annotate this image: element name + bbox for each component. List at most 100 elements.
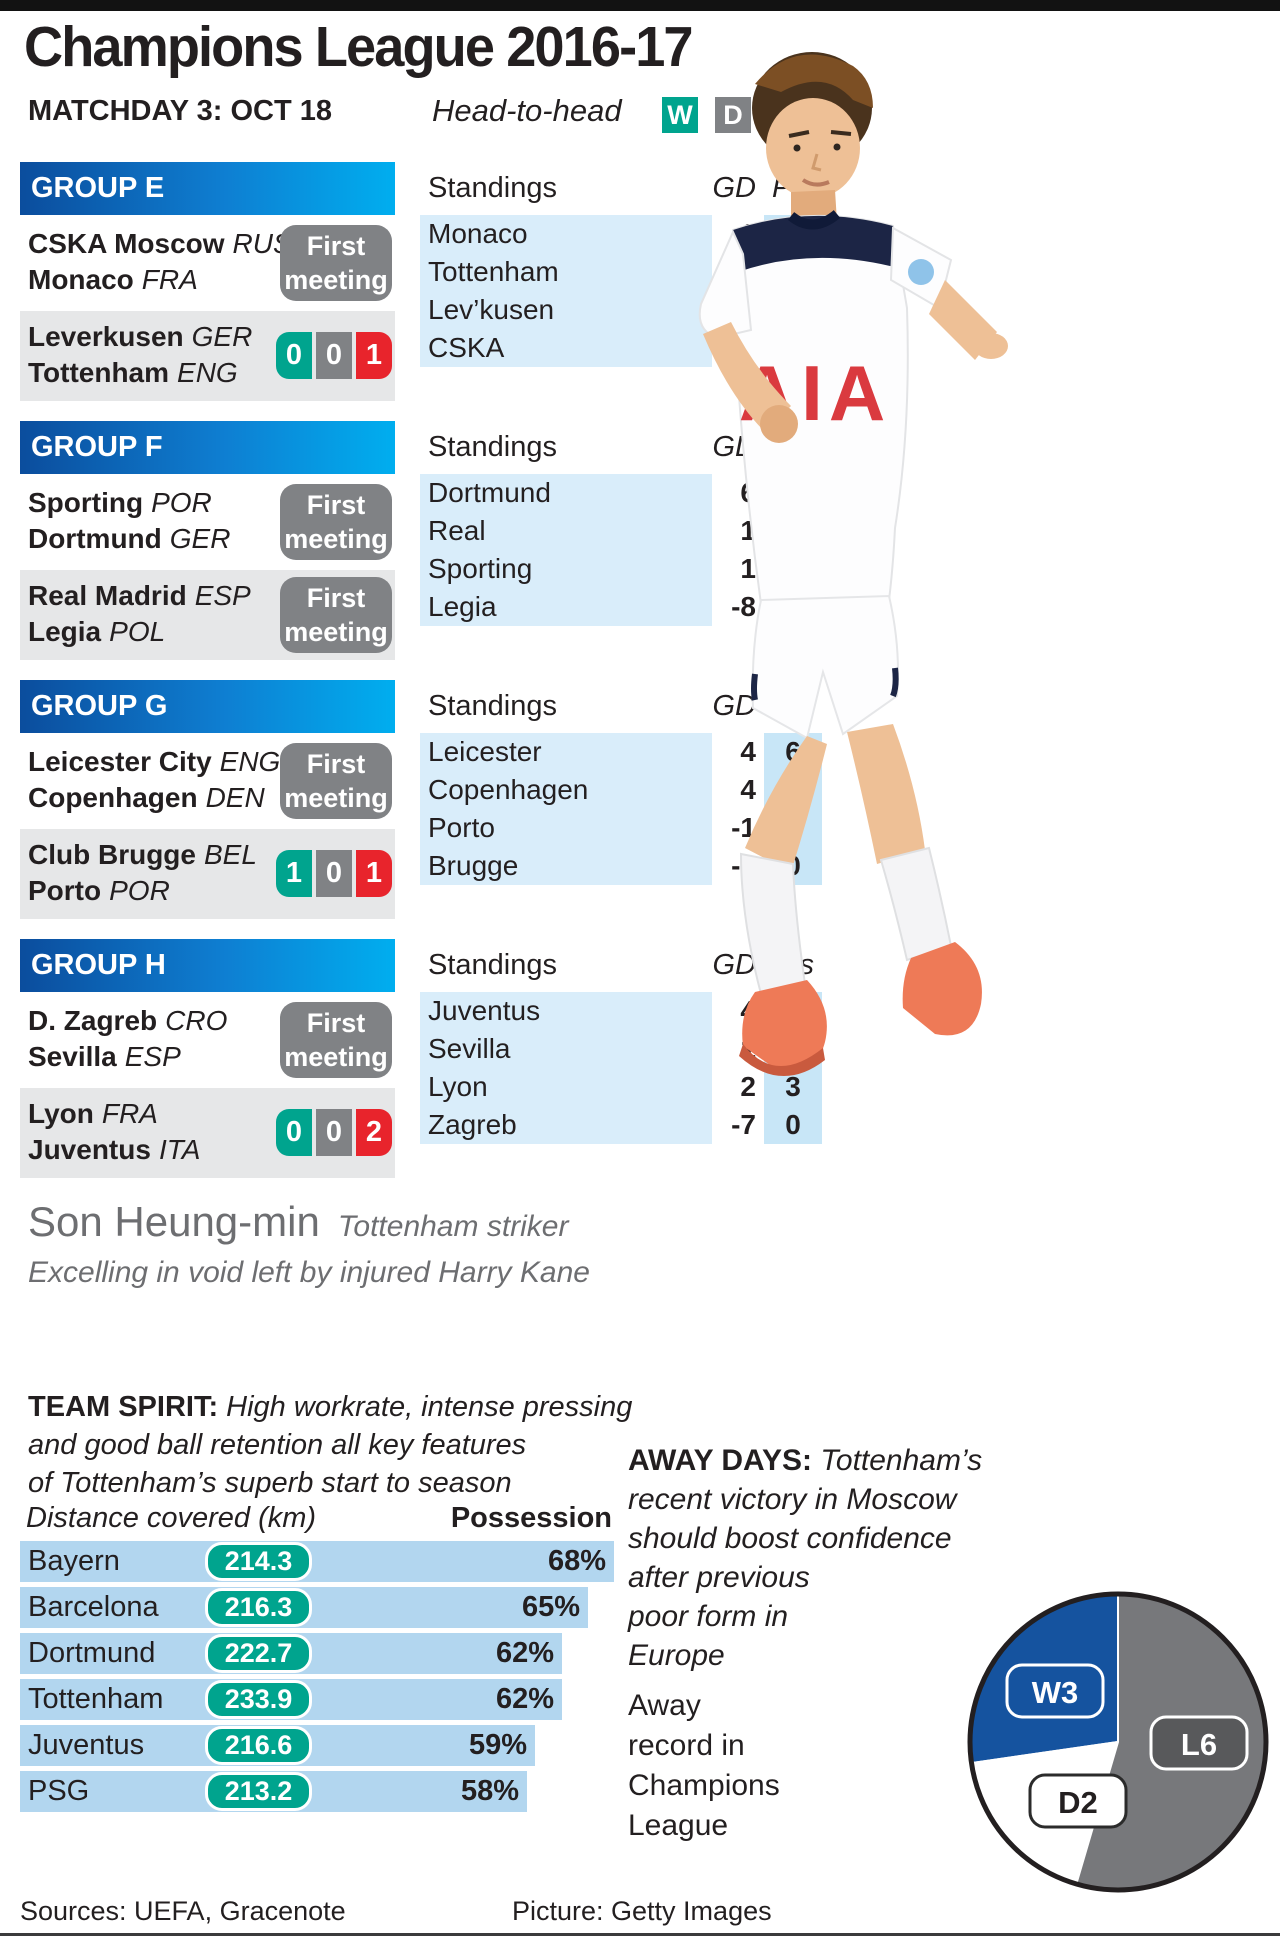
distance-pill: 213.2: [205, 1772, 312, 1811]
pie-chart: W3 D2 L6: [967, 1591, 1269, 1893]
country-code: ENG: [177, 357, 238, 388]
bar-row: 65% Barcelona 216.3: [20, 1587, 614, 1628]
text-line: after previous: [628, 1561, 810, 1594]
first-meeting-line: First: [306, 583, 366, 613]
matchday-label: MATCHDAY 3: OCT 18: [28, 95, 333, 127]
player-caption: Son Heung-min Tottenham striker Excelling…: [28, 1198, 590, 1290]
record-w-box: 0: [276, 1109, 312, 1156]
head-to-head-label: Head-to-head: [432, 93, 622, 128]
distance-pill: 216.6: [205, 1726, 312, 1765]
fixture-team: Real Madrid ESP: [28, 578, 395, 614]
country-code: POL: [109, 616, 166, 647]
standings-gd: -8: [731, 591, 756, 622]
fixture-teams: Club Brugge BEL Porto POR: [20, 829, 395, 909]
standings-gd: 1: [740, 553, 756, 584]
bar-row: 62% Dortmund 222.7: [20, 1633, 614, 1674]
record-l-box: 1: [356, 332, 392, 379]
bar-team-label: Juventus: [28, 1729, 145, 1761]
possession-header: Possession: [450, 1502, 612, 1534]
text-line: recent victory in Moscow: [628, 1483, 957, 1516]
distance-pill: 214.3: [205, 1542, 312, 1581]
standings-team: CSKA: [420, 329, 712, 367]
fixture-row: CSKA Moscow RUS Monaco FRA First meeting: [20, 218, 395, 308]
bottom-rule: [0, 1933, 1280, 1936]
possession-chart: Distance covered (km) Possession 68% Baye…: [20, 1502, 614, 1812]
fixture-teams: D. Zagreb CRO Sevilla ESP: [20, 995, 395, 1075]
group-header: GROUP G: [20, 680, 395, 733]
standings-team: Zagreb: [420, 1106, 712, 1144]
team-name: Tottenham: [28, 357, 170, 388]
distance-pill: 222.7: [205, 1634, 312, 1673]
team-spirit: TEAM SPIRIT: High workrate, intense pres…: [28, 1388, 632, 1502]
country-code: CRO: [165, 1005, 228, 1036]
standings-row: Legia-80: [420, 588, 822, 626]
record-l-box: 2: [356, 1109, 392, 1156]
standings-gd: 4: [740, 774, 756, 805]
first-meeting-line: First: [306, 231, 366, 261]
bar-row: 68% Bayern 214.3: [20, 1541, 614, 1582]
country-code: POR: [151, 487, 212, 518]
record-w-box: 0: [276, 332, 312, 379]
bar-row: 58% PSG 213.2: [20, 1771, 614, 1812]
fixture-teams: Lyon FRA Juventus ITA: [20, 1088, 395, 1168]
fixture-team: Club Brugge BEL: [28, 837, 395, 873]
legend-box-d: D: [715, 97, 751, 133]
bar-team-label: Tottenham: [28, 1683, 164, 1715]
group-header: GROUP H: [20, 939, 395, 992]
team-spirit-label: TEAM SPIRIT:: [28, 1391, 227, 1423]
bar-team-label: Dortmund: [28, 1637, 156, 1669]
group-e: GROUP E CSKA Moscow RUS Monaco FRA First meeti…: [20, 162, 822, 421]
fixture-team: Sevilla ESP: [28, 1039, 395, 1075]
team-name: Copenhagen: [28, 782, 198, 813]
standings-team: Legia: [420, 588, 712, 626]
text-line: Champions: [628, 1769, 780, 1802]
group-f: GROUP F Sporting POR Dortmund GER First meetin…: [20, 421, 822, 680]
fixture-team: Tottenham ENG: [28, 355, 395, 391]
first-meeting-line: First: [306, 490, 366, 520]
standings-team: Sporting: [420, 550, 712, 588]
player-name: Son Heung-min: [28, 1198, 320, 1245]
fixture-row: Leicester City ENG Copenhagen DEN First meeti…: [20, 736, 395, 826]
team-name: Sporting: [28, 487, 144, 518]
text-line: Europe: [628, 1639, 725, 1672]
player-caption-line: Excelling in void left by injured Harry …: [28, 1256, 590, 1289]
fixture-team: Legia POL: [28, 614, 395, 650]
fixture-team: D. Zagreb CRO: [28, 1003, 395, 1039]
fixture-teams: Leverkusen GER Tottenham ENG: [20, 311, 395, 391]
fixture-team: Leverkusen GER: [28, 319, 395, 355]
bar-row: 59% Juventus 216.6: [20, 1725, 614, 1766]
fixture-row: D. Zagreb CRO Sevilla ESP First meeting: [20, 995, 395, 1085]
record-d-box: 0: [316, 332, 352, 379]
team-name: Leverkusen: [28, 321, 184, 352]
team-name: Sevilla: [28, 1041, 117, 1072]
country-code: ESP: [124, 1041, 181, 1072]
fixture-team: Porto POR: [28, 873, 395, 909]
legend-box-w: W: [662, 97, 698, 133]
standings-table: StandingsGDPtsLeicester46Copenhagen44Por…: [420, 680, 822, 885]
player-face: [766, 98, 860, 198]
fixture-team: CSKA Moscow RUS: [28, 226, 395, 262]
player-boot: [902, 942, 982, 1036]
standings-team: Lev’kusen: [420, 291, 712, 329]
distance-header: Distance covered (km): [26, 1502, 317, 1534]
group-g: GROUP G Leicester City ENG Copenhagen DEN Fir…: [20, 680, 822, 939]
first-meeting-badge: First meeting: [280, 1002, 392, 1078]
record-w-box: 1: [276, 850, 312, 897]
groups: GROUP E CSKA Moscow RUS Monaco FRA First meeti…: [20, 162, 822, 1198]
fixture-team: Sporting POR: [28, 485, 395, 521]
record-d-box: 0: [316, 850, 352, 897]
bar-team-label: PSG: [28, 1775, 90, 1807]
top-rule: [0, 0, 1280, 11]
fixture-team: Lyon FRA: [28, 1096, 395, 1132]
text-line: poor form in: [628, 1600, 789, 1633]
fixture-teams: Sporting POR Dortmund GER: [20, 477, 395, 557]
standings-team: Monaco: [420, 215, 712, 253]
country-code: BEL: [204, 839, 257, 870]
player-role: Tottenham striker: [337, 1210, 569, 1243]
pie-label-d2: D2: [1058, 1785, 1098, 1820]
team-name: Club Brugge: [28, 839, 196, 870]
team-name: Leicester City: [28, 746, 212, 777]
bar-rows: 68% Bayern 214.3 65% Barcelona 216.3 62% Dortmu…: [20, 1541, 614, 1812]
